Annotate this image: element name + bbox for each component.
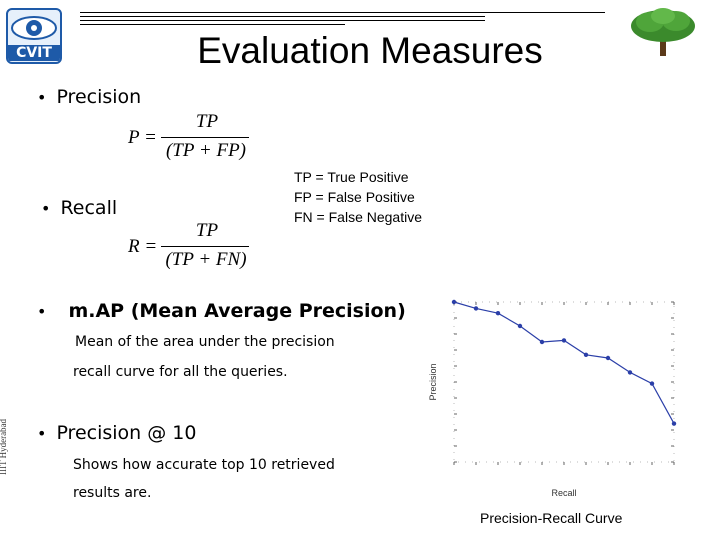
definition-fp: FP = False Positive [294, 189, 415, 205]
data-point [473, 306, 479, 311]
data-point [605, 355, 611, 361]
header-rule [80, 24, 345, 25]
fraction-bar [161, 137, 249, 138]
slide-title: Evaluation Measures [197, 30, 543, 71]
x-axis-label: Recall [551, 488, 576, 498]
map-desc-line1: Mean of the area under the precision [75, 334, 335, 350]
precision-label: Precision [56, 86, 142, 108]
side-watermark: IIIT Hyderabad [0, 418, 8, 475]
data-point [495, 311, 501, 316]
p10-bullet: • Precision @ 10 [37, 422, 197, 444]
definitions: TP = True Positive FP = False Positive F… [294, 167, 422, 227]
data-point [627, 370, 633, 375]
data-point [539, 339, 545, 345]
cvit-logo: CVIT [6, 8, 62, 64]
recall-numerator: TP [195, 220, 219, 241]
map-desc-line2: recall curve for all the queries. [73, 364, 288, 380]
p10-desc-line1: Shows how accurate top 10 retrieved [73, 457, 335, 473]
map-bullet: • m.AP (Mean Average Precision) [37, 300, 406, 322]
precision-numerator: TP [195, 111, 219, 132]
logo-text: CVIT [8, 45, 60, 61]
chart-caption: Precision-Recall Curve [480, 510, 623, 526]
recall-bullet: • Recall [41, 197, 118, 219]
p10-label: Precision @ 10 [56, 422, 197, 444]
data-point [561, 338, 567, 343]
map-label: m.AP (Mean Average Precision) [68, 300, 406, 322]
p10-desc-line2: results are. [73, 485, 152, 501]
precision-lhs: P = [128, 127, 157, 148]
data-point [583, 352, 589, 357]
eye-icon [11, 16, 57, 40]
tree-icon [631, 8, 695, 56]
precision-denominator: (TP + FP) [165, 140, 247, 161]
y-axis-label: Precision [428, 363, 438, 400]
plot-frame [453, 301, 675, 463]
data-point [649, 381, 655, 386]
definition-tp: TP = True Positive [294, 169, 409, 185]
header-rule [80, 12, 605, 13]
header-rule [80, 20, 485, 21]
precision-recall-chart: Recall Precision [428, 299, 677, 498]
recall-label: Recall [60, 197, 118, 219]
precision-formula: P = TP (TP + FP) [128, 111, 258, 165]
data-point [671, 421, 677, 426]
recall-denominator: (TP + FN) [165, 249, 247, 270]
definition-fn: FN = False Negative [294, 209, 422, 225]
recall-lhs: R = [128, 236, 158, 257]
header-rule [80, 16, 485, 17]
precision-bullet: • Precision [37, 86, 142, 108]
recall-formula: R = TP (TP + FN) [128, 220, 258, 274]
data-point [451, 299, 457, 305]
series-line [453, 301, 675, 424]
data-point [517, 323, 523, 329]
fraction-bar [161, 246, 249, 247]
